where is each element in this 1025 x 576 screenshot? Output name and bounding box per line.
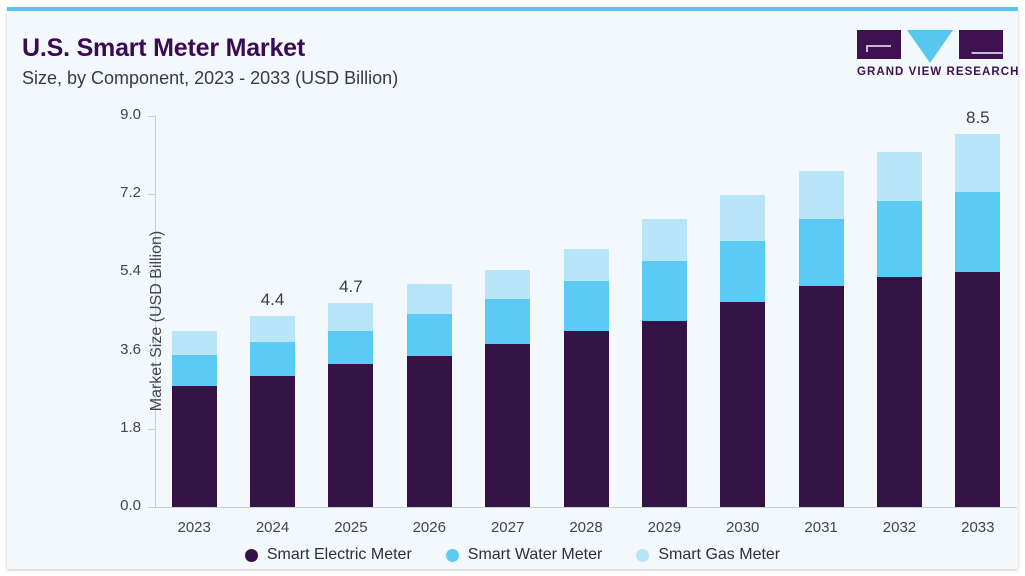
bar-segment[interactable] [955,271,1001,507]
x-tick-label: 2028 [569,519,603,536]
x-tick-label: 2023 [177,519,211,536]
x-tick-label: 2033 [961,519,995,536]
bar-group[interactable] [485,116,531,507]
bar-segment[interactable] [955,192,1001,272]
y-tick-mark [148,507,155,508]
bar-value-label: 8.5 [965,107,990,127]
chart-card: U.S. Smart Meter Market Size, by Compone… [7,7,1018,569]
y-axis-line [155,115,156,508]
bar-segment[interactable] [250,341,296,377]
bar-group[interactable]: 8.5 [955,108,1001,507]
bar-segment[interactable] [641,261,687,322]
bar-segment[interactable] [328,331,374,365]
chart-legend: Smart Electric Meter Smart Water Meter Sma… [7,546,1018,564]
y-tick-label: 7.2 [120,184,141,202]
page-title: U.S. Smart Meter Market [22,34,305,62]
legend-color-swatch-icon [636,548,650,562]
bar-value-label: 4.7 [339,276,363,296]
bar-group[interactable] [876,116,922,507]
bar-value-label: 4.4 [260,289,285,309]
bar-segment[interactable] [171,355,217,387]
y-tick-label: 0.0 [120,497,141,514]
logo-g-icon [857,30,901,59]
bar-segment[interactable] [876,152,922,202]
x-tick-label: 2026 [412,519,446,536]
bar-segment[interactable] [720,195,766,242]
bar-segment[interactable] [171,386,217,507]
bar-segment[interactable] [250,376,296,507]
bar-segment[interactable] [406,284,452,315]
bar-group[interactable] [406,116,452,507]
logo-v-triangle-icon [907,30,953,63]
x-tick-label: 2024 [255,519,290,536]
y-tick-mark [148,272,155,274]
logo-r-icon [959,30,1003,59]
y-tick-mark [148,116,155,117]
y-tick-mark [148,350,155,352]
bar-segment[interactable] [798,171,844,219]
legend-item[interactable]: Smart Water Meter [445,546,603,564]
bar-group[interactable] [720,116,766,507]
bar-group[interactable] [563,116,609,507]
x-tick-label: 2029 [647,519,682,536]
bar-group[interactable]: 4.7 [328,116,374,507]
legend-label: Smart Gas Meter [658,546,781,563]
plot-area: Market Size (USD Billion) 0.0 1.8 3.6 5.4 7.… [120,106,1017,536]
grand-view-research-logo: GRAND VIEW RESEARCH [857,30,1020,78]
bar-segment[interactable] [798,218,844,286]
bar-segment[interactable] [563,331,609,507]
bar-segment[interactable] [720,241,766,302]
y-tick-label: 9.0 [120,106,141,123]
bar-segment[interactable] [485,344,531,507]
bar-segment[interactable] [406,314,452,357]
bar-segment[interactable] [798,285,844,507]
bar-group[interactable] [641,116,687,507]
y-tick-label: 3.6 [120,340,141,358]
y-tick-mark [148,194,155,196]
x-tick-label: 2025 [334,519,368,536]
legend-label: Smart Electric Meter [266,546,412,563]
bar-segment[interactable] [720,301,766,507]
bar-group[interactable] [171,116,217,507]
page-subtitle: Size, by Component, 2023 - 2033 (USD Bil… [22,68,399,88]
bar-segment[interactable] [876,201,922,278]
legend-label: Smart Water Meter [467,546,603,563]
bar-group[interactable] [798,116,844,507]
bar-segment[interactable] [328,302,374,332]
bar-segment[interactable] [563,248,609,282]
y-tick-label: 5.4 [120,262,141,280]
bar-segment[interactable] [955,133,1001,193]
legend-item[interactable]: Smart Electric Meter [244,546,412,564]
bar-segment[interactable] [485,298,531,345]
x-tick-label: 2027 [490,519,525,536]
x-tick-label: 2032 [882,519,917,536]
x-tick-label: 2030 [726,519,760,536]
y-tick-label: 1.8 [120,418,141,436]
bar-segment[interactable] [485,270,531,299]
x-axis-line [155,507,1017,508]
bar-segment[interactable] [876,277,922,507]
legend-color-swatch-icon [244,548,258,562]
y-axis-title: Market Size (USD Billion) [148,230,165,412]
bar-group[interactable]: 4.4 [250,116,296,507]
logo-marks [857,30,1005,63]
bar-segment[interactable] [250,315,296,342]
bar-segment[interactable] [171,331,217,356]
bar-segment[interactable] [563,281,609,332]
x-tick-label: 2031 [804,519,838,536]
logo-wordmark: GRAND VIEW RESEARCH [857,66,1020,78]
legend-item[interactable]: Smart Gas Meter [636,546,780,564]
legend-color-swatch-icon [445,548,459,562]
bar-segment[interactable] [406,356,452,507]
bar-segment[interactable] [641,218,687,262]
y-tick-mark [148,428,155,430]
bar-segment[interactable] [328,364,374,507]
bar-segment[interactable] [641,321,687,507]
